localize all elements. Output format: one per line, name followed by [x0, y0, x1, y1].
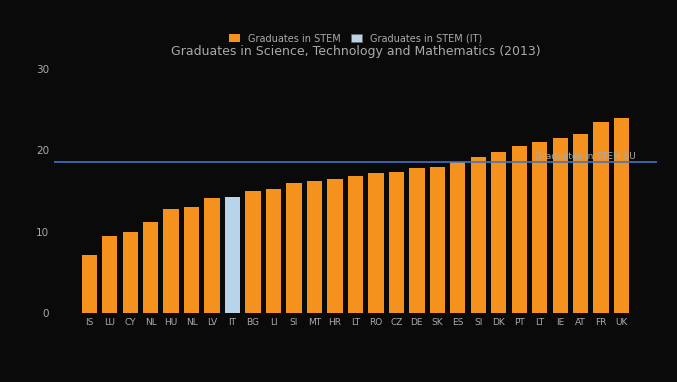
Bar	[430, 167, 445, 313]
Legend: Graduates in STEM, Graduates in STEM (IT): Graduates in STEM, Graduates in STEM (IT…	[225, 30, 486, 47]
Bar	[532, 142, 548, 313]
Bar	[368, 173, 384, 313]
Bar	[594, 122, 609, 313]
Bar	[204, 197, 220, 313]
Bar	[389, 172, 404, 313]
Bar	[327, 179, 343, 313]
Bar	[409, 168, 424, 313]
Bar	[143, 222, 158, 313]
Bar	[614, 118, 630, 313]
Title: Graduates in Science, Technology and Mathematics (2013): Graduates in Science, Technology and Mat…	[171, 45, 540, 58]
Bar	[184, 207, 199, 313]
Bar	[512, 146, 527, 313]
Bar	[471, 157, 486, 313]
Bar	[123, 232, 138, 313]
Bar	[266, 189, 281, 313]
Bar	[307, 181, 322, 313]
Bar	[491, 152, 506, 313]
Bar	[245, 191, 261, 313]
Bar	[552, 138, 568, 313]
Text: Graduates in STEM EU: Graduates in STEM EU	[536, 152, 636, 161]
Bar	[286, 183, 302, 313]
Bar	[225, 197, 240, 313]
Bar	[81, 254, 97, 313]
Bar	[348, 176, 363, 313]
Bar	[163, 209, 179, 313]
Bar	[450, 162, 466, 313]
Bar	[102, 236, 117, 313]
Bar	[573, 134, 588, 313]
